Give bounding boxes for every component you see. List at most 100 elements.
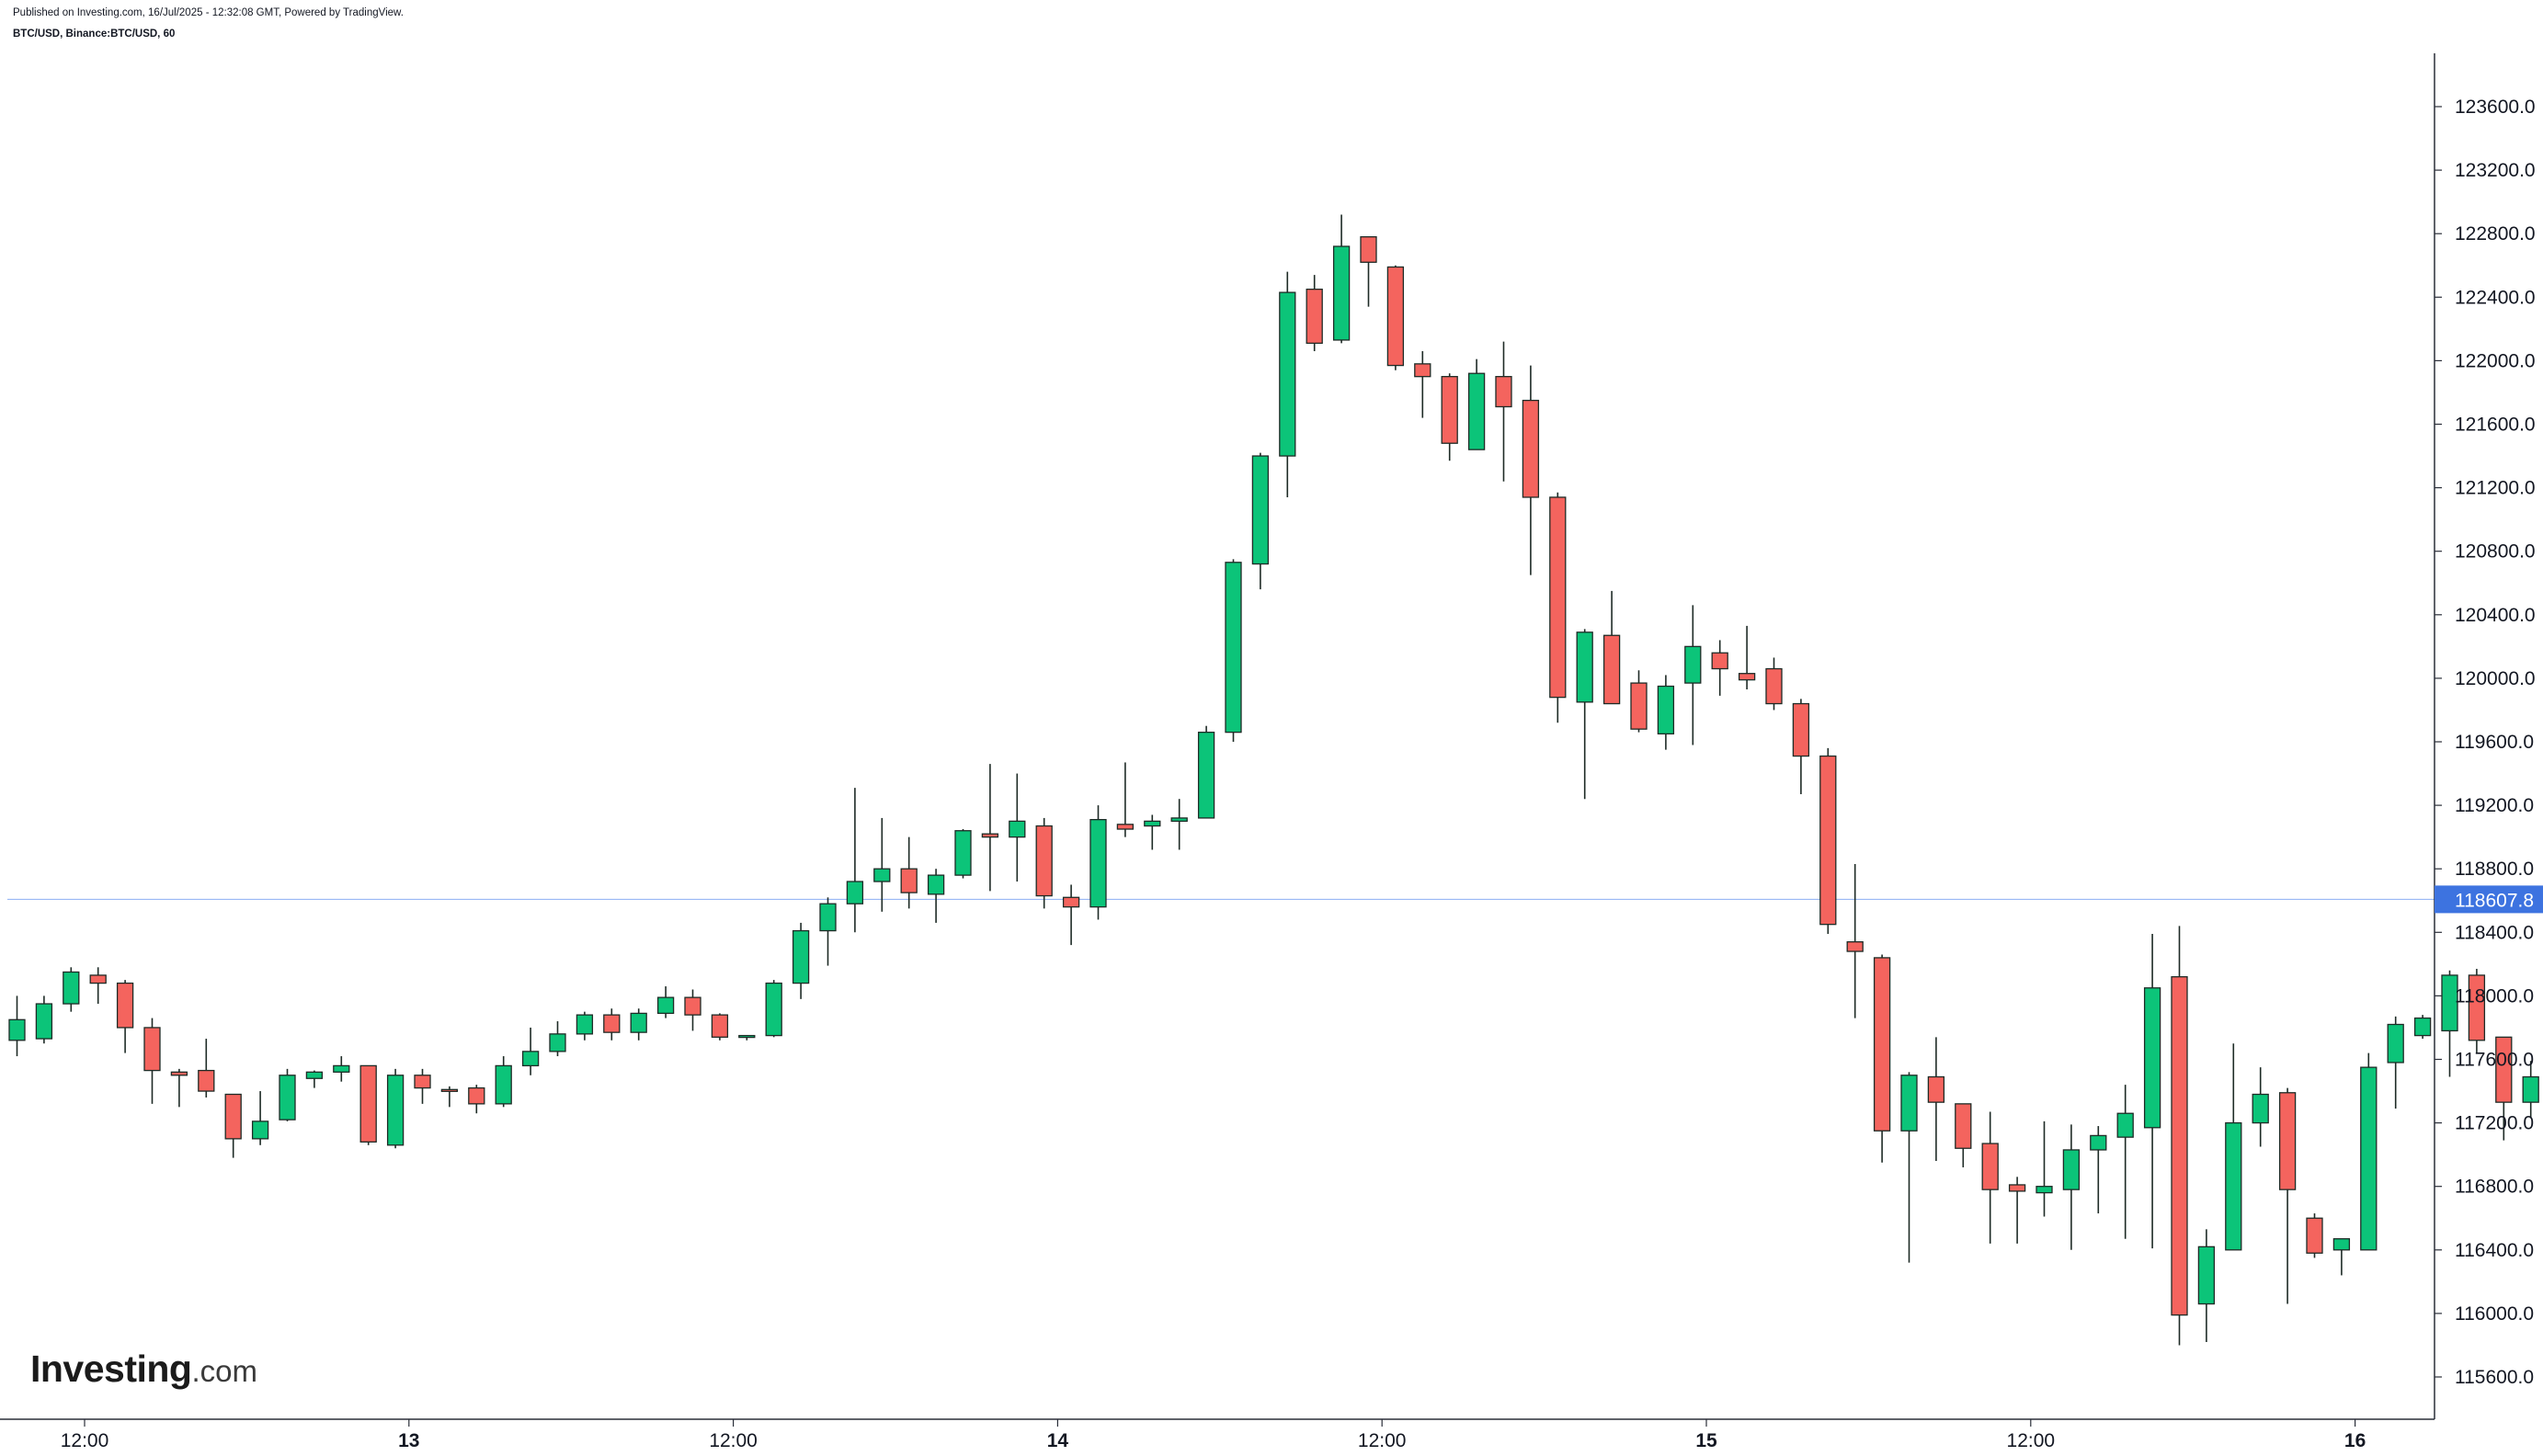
- candle-body-down: [1711, 652, 1728, 670]
- candle: [1738, 625, 1756, 689]
- candle: [1981, 1111, 1999, 1244]
- candle-body-down: [1306, 289, 1323, 345]
- price-tick-label: 116000.0: [2455, 1303, 2534, 1325]
- candle-body-down: [1035, 825, 1053, 897]
- candle-body-down: [1414, 363, 1431, 378]
- candle-body-down: [1981, 1143, 1999, 1190]
- logo-suffix-text: .com: [191, 1354, 257, 1388]
- candle-body-up: [2062, 1149, 2081, 1190]
- price-tick-label: 123600.0: [2455, 97, 2536, 118]
- logo-main-text: Investing: [30, 1348, 192, 1390]
- candles-layer: [8, 214, 2539, 1346]
- price-tick-label: 115600.0: [2455, 1367, 2534, 1388]
- price-tick-label: 123200.0: [2455, 160, 2536, 181]
- candle-body-up: [495, 1064, 512, 1105]
- candle-body-down: [2468, 974, 2486, 1041]
- price-tick-label: 118800.0: [2455, 859, 2534, 880]
- candle: [1279, 271, 1296, 497]
- candle-body-down: [981, 833, 999, 838]
- candle: [440, 1086, 459, 1108]
- price-tick-label: 117600.0: [2455, 1050, 2534, 1071]
- candle-body-down: [1846, 941, 1864, 952]
- time-tick-label: 16: [2344, 1430, 2366, 1451]
- candle-body-up: [8, 1018, 26, 1041]
- candle: [1062, 884, 1080, 946]
- candle-body-down: [1765, 667, 1783, 705]
- candle-body-down: [170, 1071, 188, 1076]
- candle: [1602, 590, 1621, 705]
- candle: [2441, 970, 2458, 1077]
- time-tick-label: 12:00: [61, 1430, 109, 1451]
- candle: [279, 1068, 296, 1121]
- price-tick-label: 118400.0: [2455, 922, 2534, 943]
- candle: [2522, 1061, 2539, 1119]
- candle: [2252, 1067, 2269, 1147]
- candle: [2036, 1120, 2053, 1217]
- candle: [2062, 1124, 2081, 1250]
- candle: [2197, 1229, 2216, 1342]
- last-price-badge: 118607.8: [2435, 885, 2543, 914]
- candle-body-down: [198, 1069, 215, 1092]
- candle: [981, 764, 999, 892]
- candle-body-up: [1467, 372, 1486, 450]
- candle: [1251, 452, 1270, 590]
- candle: [954, 829, 972, 879]
- time-tick-label: 12:00: [2007, 1430, 2056, 1451]
- candle: [1414, 351, 1431, 418]
- candle: [2116, 1085, 2134, 1239]
- candle: [1197, 725, 1215, 819]
- candle-body-up: [2387, 1023, 2404, 1064]
- time-tick-label: 12:00: [1358, 1430, 1407, 1451]
- candle: [1873, 954, 1891, 1163]
- price-tick-label: 122800.0: [2455, 223, 2536, 245]
- candle: [900, 836, 918, 909]
- candle-body-up: [954, 830, 972, 876]
- candle-body-down: [440, 1088, 459, 1092]
- candle: [738, 1034, 756, 1041]
- candle: [1522, 365, 1540, 575]
- candle: [386, 1068, 405, 1149]
- candle: [927, 869, 945, 923]
- candle-body-up: [549, 1033, 566, 1052]
- candle-body-down: [224, 1093, 242, 1140]
- candle: [1765, 657, 1783, 711]
- candle-body-down: [89, 974, 107, 984]
- candle-body-up: [1657, 685, 1675, 735]
- candle-body-down: [1116, 824, 1135, 830]
- published-info: Published on Investing.com, 16/Jul/2025 …: [13, 7, 404, 18]
- candle-body-down: [359, 1064, 377, 1143]
- candle: [2143, 934, 2161, 1249]
- candle: [1035, 817, 1053, 909]
- candle-body-down: [2306, 1217, 2323, 1254]
- candle-body-down: [2008, 1184, 2026, 1192]
- candle: [2387, 1016, 2404, 1109]
- candle-body-down: [1441, 376, 1458, 444]
- candle: [468, 1085, 485, 1114]
- candle-body-down: [2495, 1036, 2513, 1103]
- candle: [630, 1008, 647, 1041]
- candle: [1846, 864, 1864, 1018]
- candle-body-down: [1062, 896, 1080, 908]
- candle: [495, 1056, 512, 1108]
- candle-body-up: [521, 1051, 540, 1067]
- candle-body-down: [1522, 399, 1540, 498]
- candle: [549, 1021, 566, 1057]
- time-tick-label: 12:00: [709, 1430, 758, 1451]
- time-tick-label: 13: [398, 1430, 419, 1451]
- price-axis[interactable]: 115600.0 116000.0 116400.0 116800.0 117200.0…: [2434, 53, 2536, 1419]
- candle: [2278, 1087, 2297, 1304]
- candle-body-down: [684, 996, 701, 1016]
- candle-body-up: [2197, 1246, 2216, 1305]
- candle-body-up: [927, 874, 945, 895]
- price-tick-label: 121600.0: [2455, 415, 2536, 436]
- candle-body-up: [630, 1012, 647, 1033]
- candle: [1927, 1037, 1945, 1162]
- candle: [1009, 773, 1026, 882]
- candle: [576, 1011, 594, 1041]
- candle: [63, 967, 80, 1012]
- candle-body-down: [1386, 266, 1405, 367]
- candle: [1332, 214, 1351, 344]
- candle: [819, 897, 837, 966]
